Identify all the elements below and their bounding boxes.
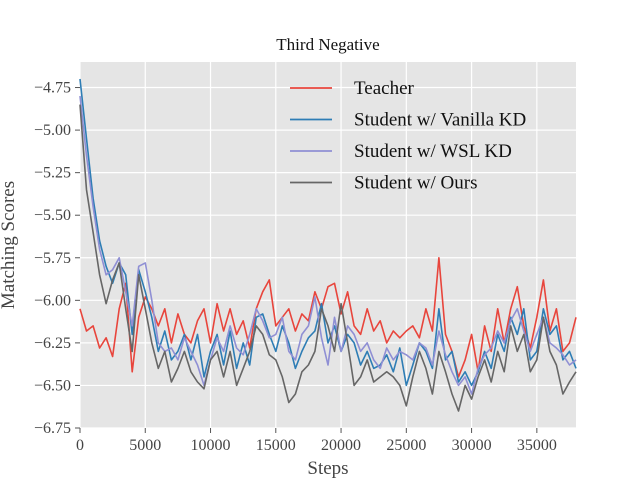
y-axis: −4.75 −5.00 −5.25 −5.50 −5.75 −6.00 −6.25 −6.50… <box>34 80 80 437</box>
legend: Teacher Student w/ Vanilla KD Student w/ W… <box>290 78 526 194</box>
x-tick-label: 30000 <box>452 437 492 454</box>
x-tick-label: 0 <box>76 437 84 454</box>
y-tick-label: −6.50 <box>34 377 71 394</box>
series-line-1 <box>79 256 577 378</box>
y-tick-label: −5.00 <box>34 122 71 139</box>
legend-label: Student w/ Vanilla KD <box>354 110 526 131</box>
x-tick-label: 15000 <box>256 437 296 454</box>
x-axis: 0 5000 10000 15000 20000 25000 30000 35000 <box>76 428 557 454</box>
x-tick-label: 25000 <box>386 437 426 454</box>
y-tick-label: −6.25 <box>34 335 71 352</box>
chart-title: Third Negative <box>276 35 379 54</box>
y-tick-label: −5.75 <box>34 250 71 267</box>
y-tick-label: −4.75 <box>34 80 71 97</box>
series-line-4 <box>79 104 577 412</box>
x-tick-label: 5000 <box>129 437 161 454</box>
series-line-3 <box>79 95 577 395</box>
y-tick-label: −5.50 <box>34 207 71 224</box>
x-tick-label: 35000 <box>517 437 557 454</box>
x-axis-title: Steps <box>307 458 348 479</box>
y-tick-label: −6.00 <box>34 292 71 309</box>
legend-label: Student w/ Ours <box>354 173 478 194</box>
legend-label: Teacher <box>354 78 415 99</box>
series-layer <box>79 78 577 412</box>
x-tick-label: 20000 <box>321 437 361 454</box>
legend-label: Student w/ WSL KD <box>354 141 512 162</box>
y-tick-label: −5.25 <box>34 165 71 182</box>
plot-area <box>80 62 576 428</box>
y-axis-title: Matching Scores <box>0 181 19 309</box>
series-line-2 <box>79 78 577 387</box>
y-tick-label: −6.75 <box>34 420 71 437</box>
x-tick-label: 10000 <box>191 437 231 454</box>
